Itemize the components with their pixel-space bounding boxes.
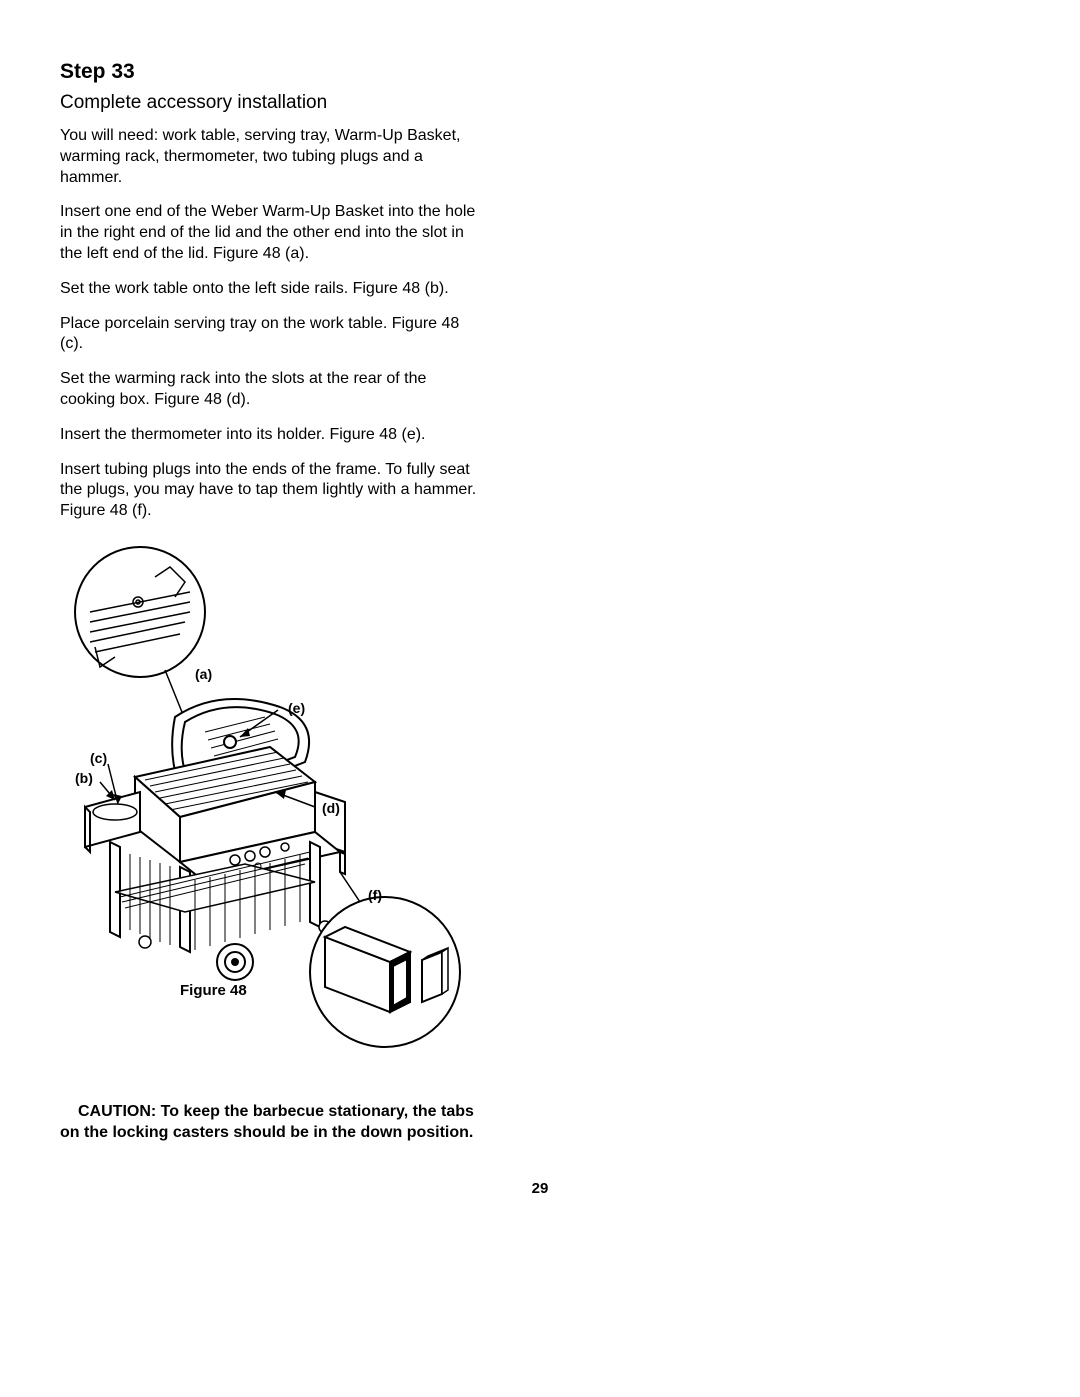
figure-48: (a) (e) (c) (b) (d) (f) Figure 48 (60, 542, 490, 1062)
paragraph: Insert the thermometer into its holder. … (60, 425, 480, 446)
paragraph: Insert one end of the Weber Warm-Up Bask… (60, 202, 480, 264)
label-a: (a) (195, 666, 212, 682)
paragraph: Set the warming rack into the slots at t… (60, 369, 480, 411)
figure-caption: Figure 48 (180, 982, 247, 999)
label-c: (c) (90, 750, 107, 766)
page-number: 29 (0, 1180, 1080, 1197)
paragraph: Insert tubing plugs into the ends of the… (60, 460, 480, 522)
caution-text: CAUTION: To keep the barbecue stationary… (60, 1102, 480, 1144)
step-subtitle: Complete accessory installation (60, 92, 480, 114)
paragraph: You will need: work table, serving tray,… (60, 126, 480, 188)
paragraph: Set the work table onto the left side ra… (60, 279, 480, 300)
step-heading: Step 33 (60, 60, 480, 84)
label-b: (b) (75, 770, 93, 786)
grill-illustration (60, 542, 490, 1062)
caution-content: CAUTION: To keep the barbecue stationary… (60, 1103, 474, 1141)
label-f: (f) (368, 887, 382, 903)
paragraph: Place porcelain serving tray on the work… (60, 314, 480, 356)
label-d: (d) (322, 800, 340, 816)
page-content: Step 33 Complete accessory installation … (0, 0, 540, 1144)
label-e: (e) (288, 700, 305, 716)
